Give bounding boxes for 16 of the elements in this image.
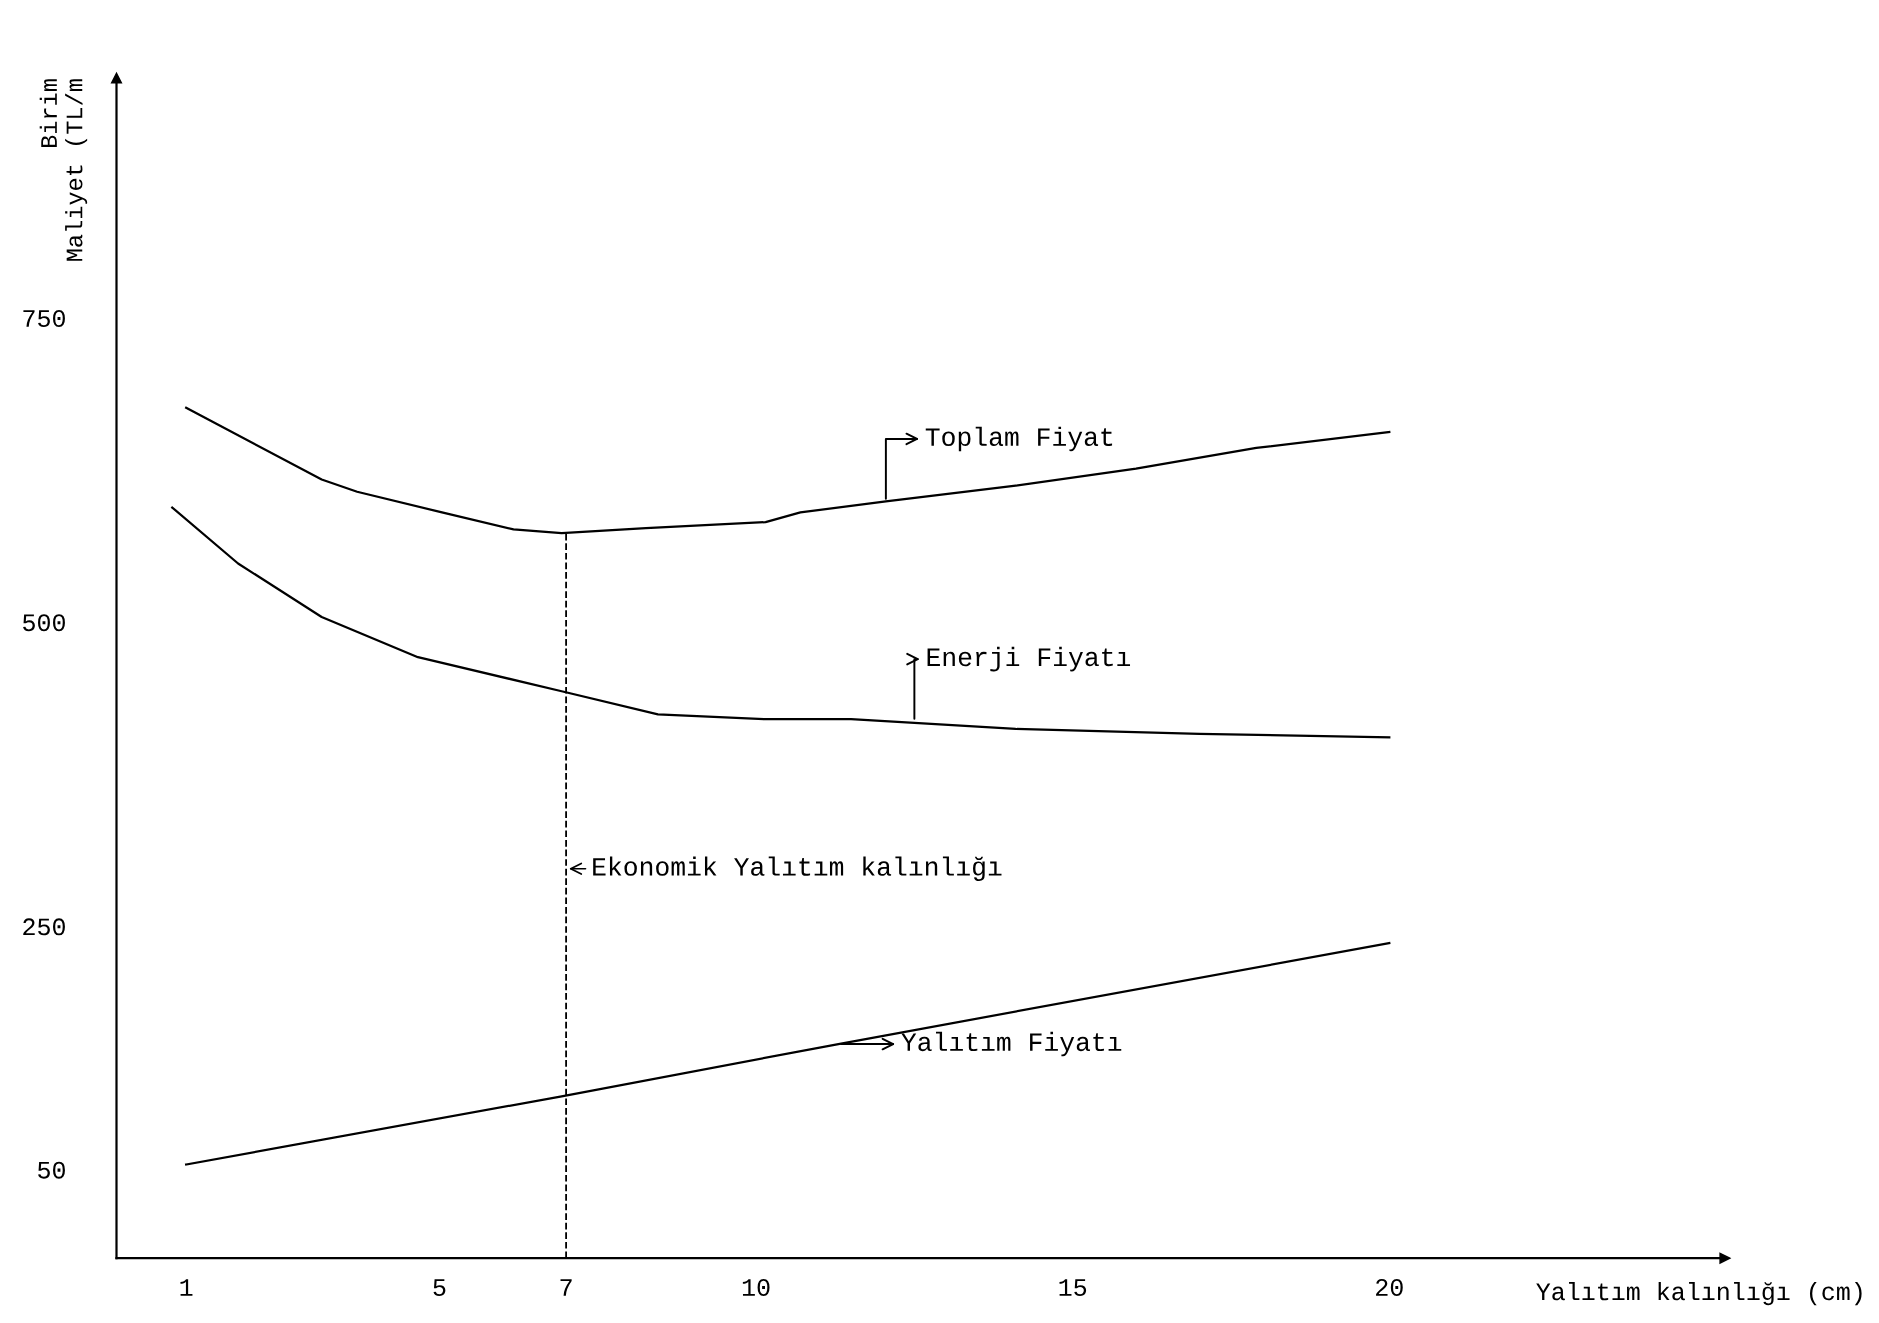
annotation: Yalıtım Fiyatı xyxy=(901,1031,1122,1057)
annotation: Enerji Fiyatı xyxy=(927,646,1131,672)
x-tick-label: 1 xyxy=(180,1279,193,1296)
y-tick-label: 250 xyxy=(23,918,65,936)
ref-line-label: Ekonomik Yalıtım kalınlığı xyxy=(593,856,1002,882)
y-axis-title: Birim Maliyet (TL/m xyxy=(39,79,88,261)
y-tick-label: 50 xyxy=(38,1161,65,1179)
y-tick-label: 750 xyxy=(23,310,65,328)
x-tick-label: 10 xyxy=(742,1279,770,1296)
x-tick-label: 20 xyxy=(1376,1279,1403,1296)
annotation: Toplam Fiyat xyxy=(925,426,1113,452)
x-tick-label: 15 xyxy=(1059,1279,1087,1296)
y-tick-label: 500 xyxy=(23,614,65,632)
x-tick-label: 5 xyxy=(433,1279,446,1296)
x-axis-title: Yalıtım kalınlığı (cm) xyxy=(1536,1281,1862,1306)
x-tick-label: 7 xyxy=(560,1279,572,1296)
